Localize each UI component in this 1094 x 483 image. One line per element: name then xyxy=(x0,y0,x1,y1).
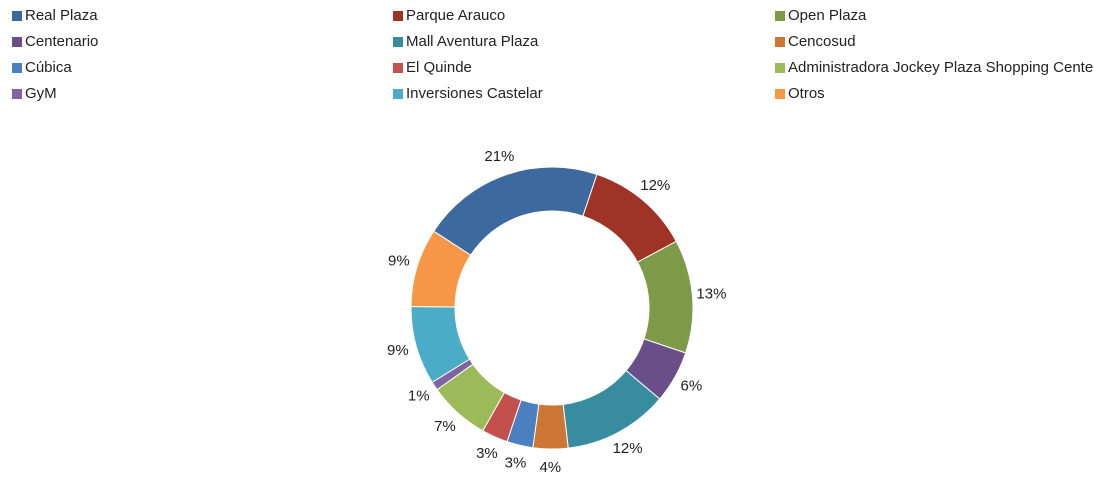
legend-swatch xyxy=(393,89,403,99)
legend-swatch xyxy=(12,89,22,99)
legend-swatch xyxy=(775,63,785,73)
data-label: 21% xyxy=(484,148,514,165)
legend-label: Real Plaza xyxy=(25,7,98,24)
legend-swatch xyxy=(393,11,403,21)
legend-label: GyM xyxy=(25,85,57,102)
data-label: 12% xyxy=(640,177,670,194)
data-label: 12% xyxy=(613,440,643,457)
data-label: 3% xyxy=(476,445,498,462)
legend-swatch xyxy=(775,37,785,47)
legend-label: Inversiones Castelar xyxy=(406,85,543,102)
legend-swatch xyxy=(12,11,22,21)
data-label: 9% xyxy=(388,253,410,270)
legend-label: Centenario xyxy=(25,33,98,50)
data-label: 9% xyxy=(387,342,409,359)
donut-slice xyxy=(636,240,694,354)
legend-swatch xyxy=(12,63,22,73)
legend-label: Administradora Jockey Plaza Shopping Cen… xyxy=(788,59,1094,76)
donut-slice xyxy=(433,166,598,256)
legend-swatch xyxy=(12,37,22,47)
data-label: 7% xyxy=(434,418,456,435)
data-label: 4% xyxy=(539,459,561,476)
legend-swatch xyxy=(775,11,785,21)
legend-label: El Quinde xyxy=(406,59,472,76)
legend-label: Cúbica xyxy=(25,59,72,76)
legend-swatch xyxy=(393,37,403,47)
legend-swatch xyxy=(393,63,403,73)
legend-swatch xyxy=(775,89,785,99)
legend-label: Cencosud xyxy=(788,33,856,50)
donut-slice xyxy=(410,230,472,308)
legend-label: Open Plaza xyxy=(788,7,867,24)
data-label: 3% xyxy=(505,455,527,472)
data-label: 13% xyxy=(696,286,726,303)
legend-label: Mall Aventura Plaza xyxy=(406,33,539,50)
legend-label: Otros xyxy=(788,85,825,102)
legend-label: Parque Arauco xyxy=(406,7,505,24)
data-label: 6% xyxy=(681,378,703,395)
data-label: 1% xyxy=(408,388,430,405)
